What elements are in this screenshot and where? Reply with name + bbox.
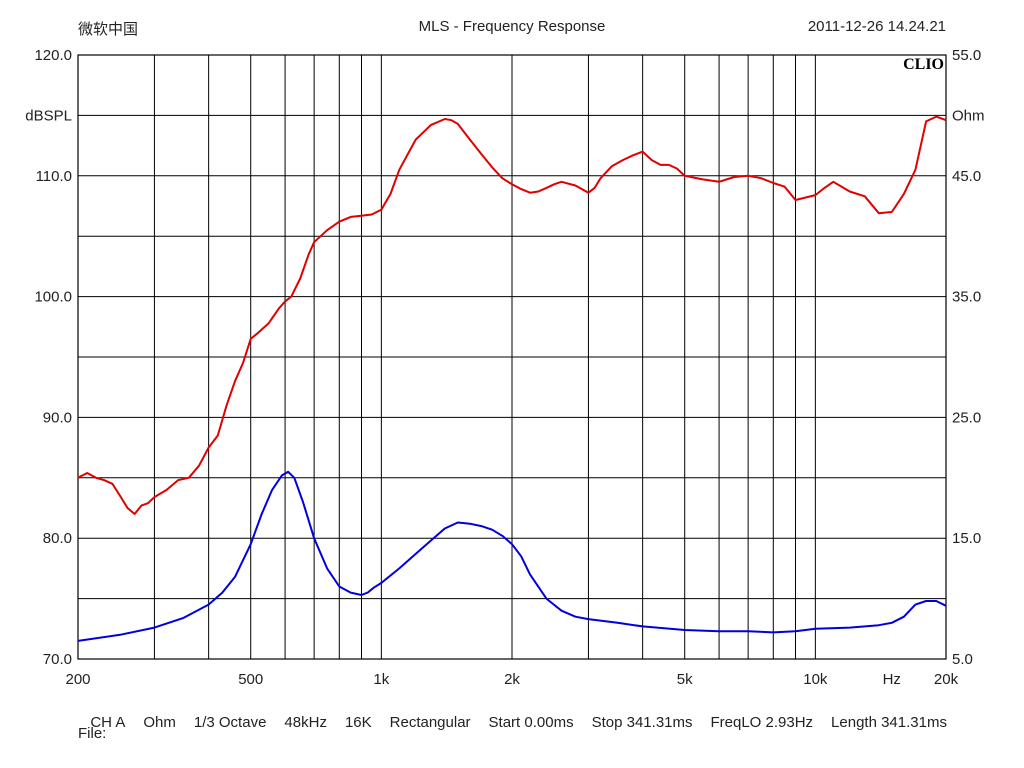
footer-channel: CH A: [90, 714, 126, 731]
y-left-axis-label: dBSPL: [25, 107, 72, 124]
footer-length: Length 341.31ms: [831, 714, 947, 731]
y-right-axis-label: Ohm: [952, 107, 985, 124]
spl-curve: [77, 115, 947, 515]
x-tick-label: 1k: [373, 671, 389, 688]
footer-size: 16K: [344, 714, 372, 731]
header-left-label: 微软中国: [78, 21, 139, 38]
y-right-tick-label: 15.0: [952, 530, 981, 547]
footer-freqlo: FreqLO 2.93Hz: [710, 714, 814, 731]
x-tick-label: 500: [238, 671, 263, 688]
x-tick-label: 200: [65, 671, 90, 688]
y-right-tick-label: 45.0: [952, 168, 981, 185]
y-left-tick-label: 100.0: [34, 289, 72, 306]
plot-frame: [77, 54, 947, 660]
y-left-tick-label: 90.0: [43, 409, 72, 426]
file-label: File:: [78, 725, 107, 742]
y-right-tick-label: 5.0: [952, 651, 973, 668]
footer-start: Start 0.00ms: [488, 714, 574, 731]
impedance-curve: [77, 470, 947, 642]
x-tick-label: 20k: [934, 671, 959, 688]
y-right-tick-label: 25.0: [952, 409, 981, 426]
y-right-tick-label: 35.0: [952, 289, 981, 306]
y-left-tick-label: 120.0: [34, 47, 72, 64]
footer-smoothing: 1/3 Octave: [193, 714, 267, 731]
y-right-tick-label: 55.0: [952, 47, 981, 64]
footer-window: Rectangular: [389, 714, 471, 731]
x-tick-label: 10k: [803, 671, 828, 688]
x-tick-label: 5k: [677, 671, 693, 688]
y-left-tick-label: 80.0: [43, 530, 72, 547]
chart-title: MLS - Frequency Response: [418, 18, 606, 35]
x-tick-label: 2k: [504, 671, 520, 688]
footer-sample-rate: 48kHz: [284, 714, 327, 731]
y-left-tick-label: 70.0: [43, 651, 72, 668]
y-left-tick-label: 110.0: [36, 168, 72, 185]
footer-stop: Stop 341.31ms: [591, 714, 693, 731]
clio-logo: CLIO: [903, 56, 944, 73]
timestamp: 2011-12-26 14.24.21: [807, 18, 946, 35]
measurement-settings: CH A Ohm 1/3 Octave 48kHz 16K Rectangular Star…: [82, 697, 965, 731]
footer-unit: Ohm: [143, 714, 176, 731]
x-axis-unit-label: Hz: [883, 671, 901, 688]
